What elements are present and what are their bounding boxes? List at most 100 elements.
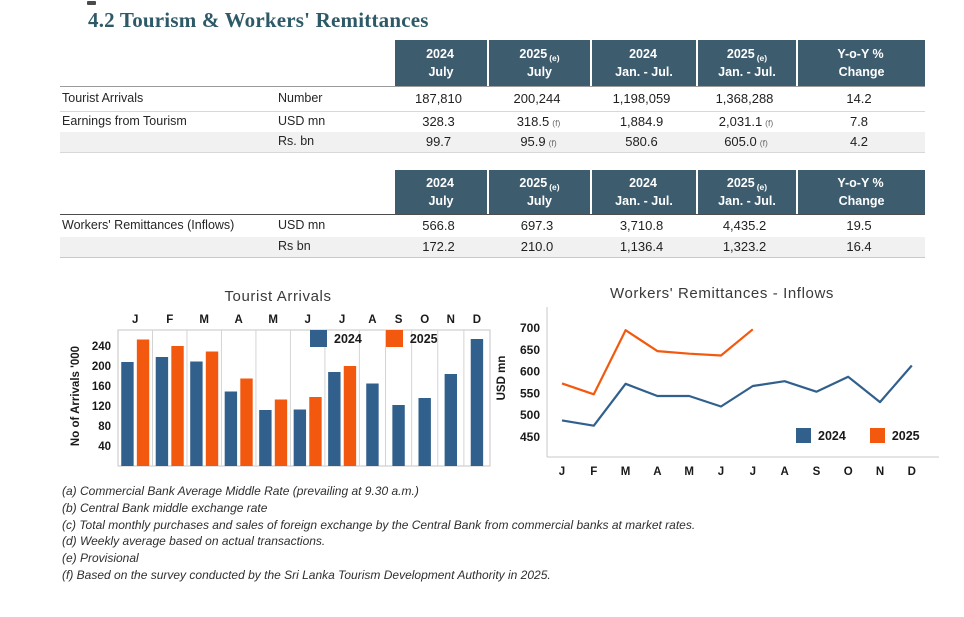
remittances-chart: 450 500 550 600 650 700 J F M A M J J A S O N D Workers' … xyxy=(492,285,952,490)
page-title: 4.2 Tourism & Workers' Remittances xyxy=(88,8,429,32)
svg-text:J: J xyxy=(339,314,345,326)
bar-chart-canvas: 40 80 120 160 200 240 J F M A M J J A S O N D xyxy=(92,314,491,467)
row-unit: Rs bn xyxy=(278,239,311,254)
table-row-earnings-rs: Rs. bn 99.7 95.9 (f) 580.6 605.0 (f) 4.2 xyxy=(60,132,925,153)
legend-swatch-2024 xyxy=(310,330,327,347)
svg-text:A: A xyxy=(780,466,788,478)
col-header-2024-july: 2024 July xyxy=(393,40,487,86)
svg-text:N: N xyxy=(447,314,455,326)
footnote-d: (d) Weekly average based on actual trans… xyxy=(62,534,326,549)
cell-value: 566.8 xyxy=(422,217,455,233)
cell-value: 95.9 (f) xyxy=(520,133,557,149)
cell-value: 1,198,059 xyxy=(612,90,671,106)
cell-value: 172.2 xyxy=(422,238,455,254)
remittances-table-header-row: 2024 July 2025 (e) July 2024 Jan. - Jul. … xyxy=(60,170,925,214)
footnote-e: (e) Provisional xyxy=(62,551,139,566)
svg-text:M: M xyxy=(684,466,694,478)
legend-label-2024: 2024 xyxy=(818,428,846,443)
cell-value: 16.4 xyxy=(846,238,872,254)
svg-text:M: M xyxy=(268,314,278,326)
cell-value: 605.0 (f) xyxy=(724,133,768,149)
bar-chart-title: Tourist Arrivals xyxy=(224,288,332,305)
tourism-table: 2024 July 2025 (e) July 2024 Jan. - Jul. … xyxy=(60,40,925,153)
bar-chart-legend: 2024 2025 xyxy=(310,330,438,347)
row-unit: USD mn xyxy=(278,218,326,233)
svg-text:80: 80 xyxy=(98,421,111,433)
tourism-table-header-row: 2024 July 2025 (e) July 2024 Jan. - Jul. … xyxy=(60,40,925,86)
footnote-c: (c) Total monthly purchases and sales of… xyxy=(62,517,696,532)
svg-text:160: 160 xyxy=(92,381,111,393)
cell-value: 7.8 xyxy=(849,113,869,129)
svg-text:40: 40 xyxy=(98,441,111,453)
col-header-2024-janjul: 2024 Jan. - Jul. xyxy=(590,40,696,86)
svg-text:600: 600 xyxy=(520,365,540,379)
cell-value: 210.0 xyxy=(520,238,554,254)
svg-text:M: M xyxy=(199,314,209,326)
svg-text:J: J xyxy=(132,314,138,326)
cell-value: 14.2 xyxy=(846,90,872,106)
tourist-arrivals-chart: 40 80 120 160 200 240 J F M A M J J A S O N D Tourist Arr… xyxy=(60,286,496,484)
footnote-f: (f) Based on the survey conducted by the… xyxy=(62,567,551,582)
svg-text:O: O xyxy=(844,466,853,478)
svg-text:650: 650 xyxy=(520,343,540,357)
line-chart-legend: 2024 2025 xyxy=(796,428,920,443)
cell-value: 2,031.1 (f) xyxy=(718,113,774,129)
scan-artifact xyxy=(87,1,96,5)
row-unit: USD mn xyxy=(278,114,326,129)
col-header-2024-july: 2024 July xyxy=(393,170,487,214)
legend-label-2025: 2025 xyxy=(409,331,438,346)
cell-value: 187,810 xyxy=(415,90,462,106)
row-unit: Rs. bn xyxy=(278,134,315,149)
col-header-yoy-change: Y-o-Y % Change xyxy=(796,170,925,214)
svg-text:450: 450 xyxy=(520,430,540,444)
bar-y-axis-title: No of Arrivals '000 xyxy=(70,345,82,447)
table-row-tourist-arrivals: Tourist Arrivals Number 187,810 200,244 … xyxy=(60,86,925,111)
svg-text:A: A xyxy=(235,314,243,326)
svg-text:M: M xyxy=(621,466,631,478)
cell-value: 1,136.4 xyxy=(619,238,664,254)
svg-text:240: 240 xyxy=(92,341,111,353)
cell-value: 3,710.8 xyxy=(619,217,664,233)
svg-text:D: D xyxy=(473,314,481,326)
table-row-remittances-usd: Workers' Remittances (Inflows) USD mn 56… xyxy=(60,214,925,237)
col-header-2025-janjul: 2025 (e) Jan. - Jul. xyxy=(696,170,796,214)
col-header-2025-july: 2025 (e) July xyxy=(487,170,590,214)
cell-value: 318.5 (f) xyxy=(516,113,561,129)
col-header-yoy-change: Y-o-Y % Change xyxy=(796,40,925,86)
svg-text:J: J xyxy=(750,466,756,478)
line-y-axis-title: USD mn xyxy=(496,355,508,401)
legend-label-2025: 2025 xyxy=(891,428,920,443)
col-header-2025-janjul: 2025 (e) Jan. - Jul. xyxy=(696,40,796,86)
legend-label-2024: 2024 xyxy=(334,331,362,346)
svg-text:550: 550 xyxy=(520,386,540,400)
cell-value: 200,244 xyxy=(513,90,561,106)
svg-text:F: F xyxy=(590,466,597,478)
svg-text:A: A xyxy=(368,314,376,326)
cell-value: 4.2 xyxy=(849,133,869,149)
remittances-table: 2024 July 2025 (e) July 2024 Jan. - Jul. … xyxy=(60,170,925,258)
footnotes: (a) Commercial Bank Average Middle Rate … xyxy=(62,483,695,584)
table-row-remittances-rs: Rs bn 172.2 210.0 1,136.4 1,323.2 16.4 xyxy=(60,237,925,258)
cell-value: 580.6 xyxy=(625,133,658,149)
row-unit: Number xyxy=(278,91,323,106)
cell-value: 99.7 xyxy=(425,133,452,149)
col-header-2025-july: 2025 (e) July xyxy=(487,40,590,86)
svg-text:J: J xyxy=(718,466,724,478)
svg-text:120: 120 xyxy=(92,401,111,413)
footnote-a: (a) Commercial Bank Average Middle Rate … xyxy=(62,484,419,498)
line-chart-title: Workers' Remittances - Inflows xyxy=(610,285,834,302)
svg-text:N: N xyxy=(876,466,884,478)
svg-text:500: 500 xyxy=(520,408,540,422)
svg-text:D: D xyxy=(908,466,916,478)
svg-text:700: 700 xyxy=(520,321,540,335)
col-header-2024-janjul: 2024 Jan. - Jul. xyxy=(590,170,696,214)
cell-value: 328.3 xyxy=(422,113,455,129)
svg-text:A: A xyxy=(653,466,661,478)
row-label: Tourist Arrivals xyxy=(62,91,144,106)
row-label: Earnings from Tourism xyxy=(62,114,187,129)
legend-swatch-2024 xyxy=(796,428,811,443)
line-chart-canvas: 450 500 550 600 650 700 J F M A M J J A S O N D xyxy=(520,307,939,478)
svg-text:O: O xyxy=(420,314,429,326)
footnote-b: (b) Central Bank middle exchange rate xyxy=(62,500,268,515)
